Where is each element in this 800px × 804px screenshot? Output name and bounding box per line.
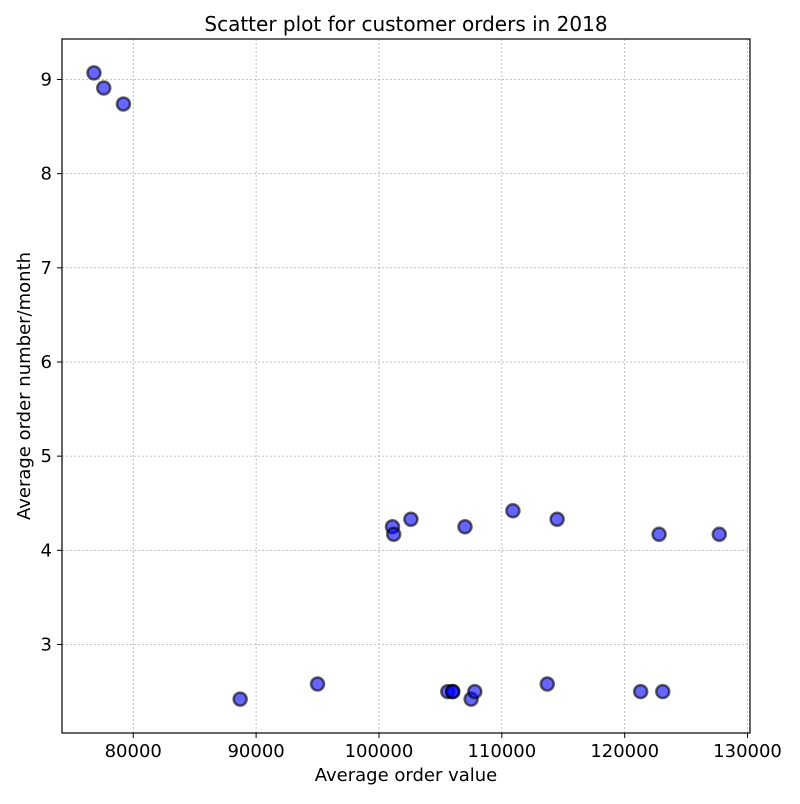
scatter-point [505,503,521,519]
x-tick-label: 110000 [467,741,536,762]
scatter-point [539,676,556,692]
x-tick-label: 130000 [713,741,782,762]
y-tick-label: 9 [41,69,52,90]
x-tick-label: 120000 [590,741,659,762]
scatter-point [444,683,461,700]
y-axis-title: Average order number/month [14,252,35,520]
grid-layer [62,39,750,733]
y-tick-label: 4 [41,540,52,561]
scatter-point [403,511,419,527]
x-tick-label: 80000 [105,741,162,762]
y-tick-label: 5 [41,446,52,467]
scatter-point [632,683,649,700]
scatter-point [651,526,667,543]
plot-frame [61,38,751,734]
tick-layer: 80000 90000 100000 110000 120000 130000 3 4 5 6 7 8… [41,69,782,762]
scatter-point [96,80,112,96]
x-tick-label: 100000 [345,741,414,762]
scatter-point [86,65,102,81]
chart-title: Scatter plot for customer orders in 2018 [204,12,607,36]
scatter-point [457,519,473,535]
point-layer [86,65,728,707]
y-tick-label: 7 [41,258,52,279]
scatter-point [115,96,132,112]
scatter-point [655,683,671,700]
scatter-point [467,683,483,700]
y-tick-label: 3 [41,634,52,655]
scatter-point [309,676,326,692]
y-tick-label: 8 [41,164,52,185]
scatter-point [385,526,402,543]
x-tick-label: 90000 [227,741,284,762]
scatter-point [711,526,728,543]
x-axis-title: Average order value [315,765,498,786]
y-tick-label: 6 [41,352,52,373]
scatter-point [549,511,565,527]
scatter-point [232,691,248,707]
